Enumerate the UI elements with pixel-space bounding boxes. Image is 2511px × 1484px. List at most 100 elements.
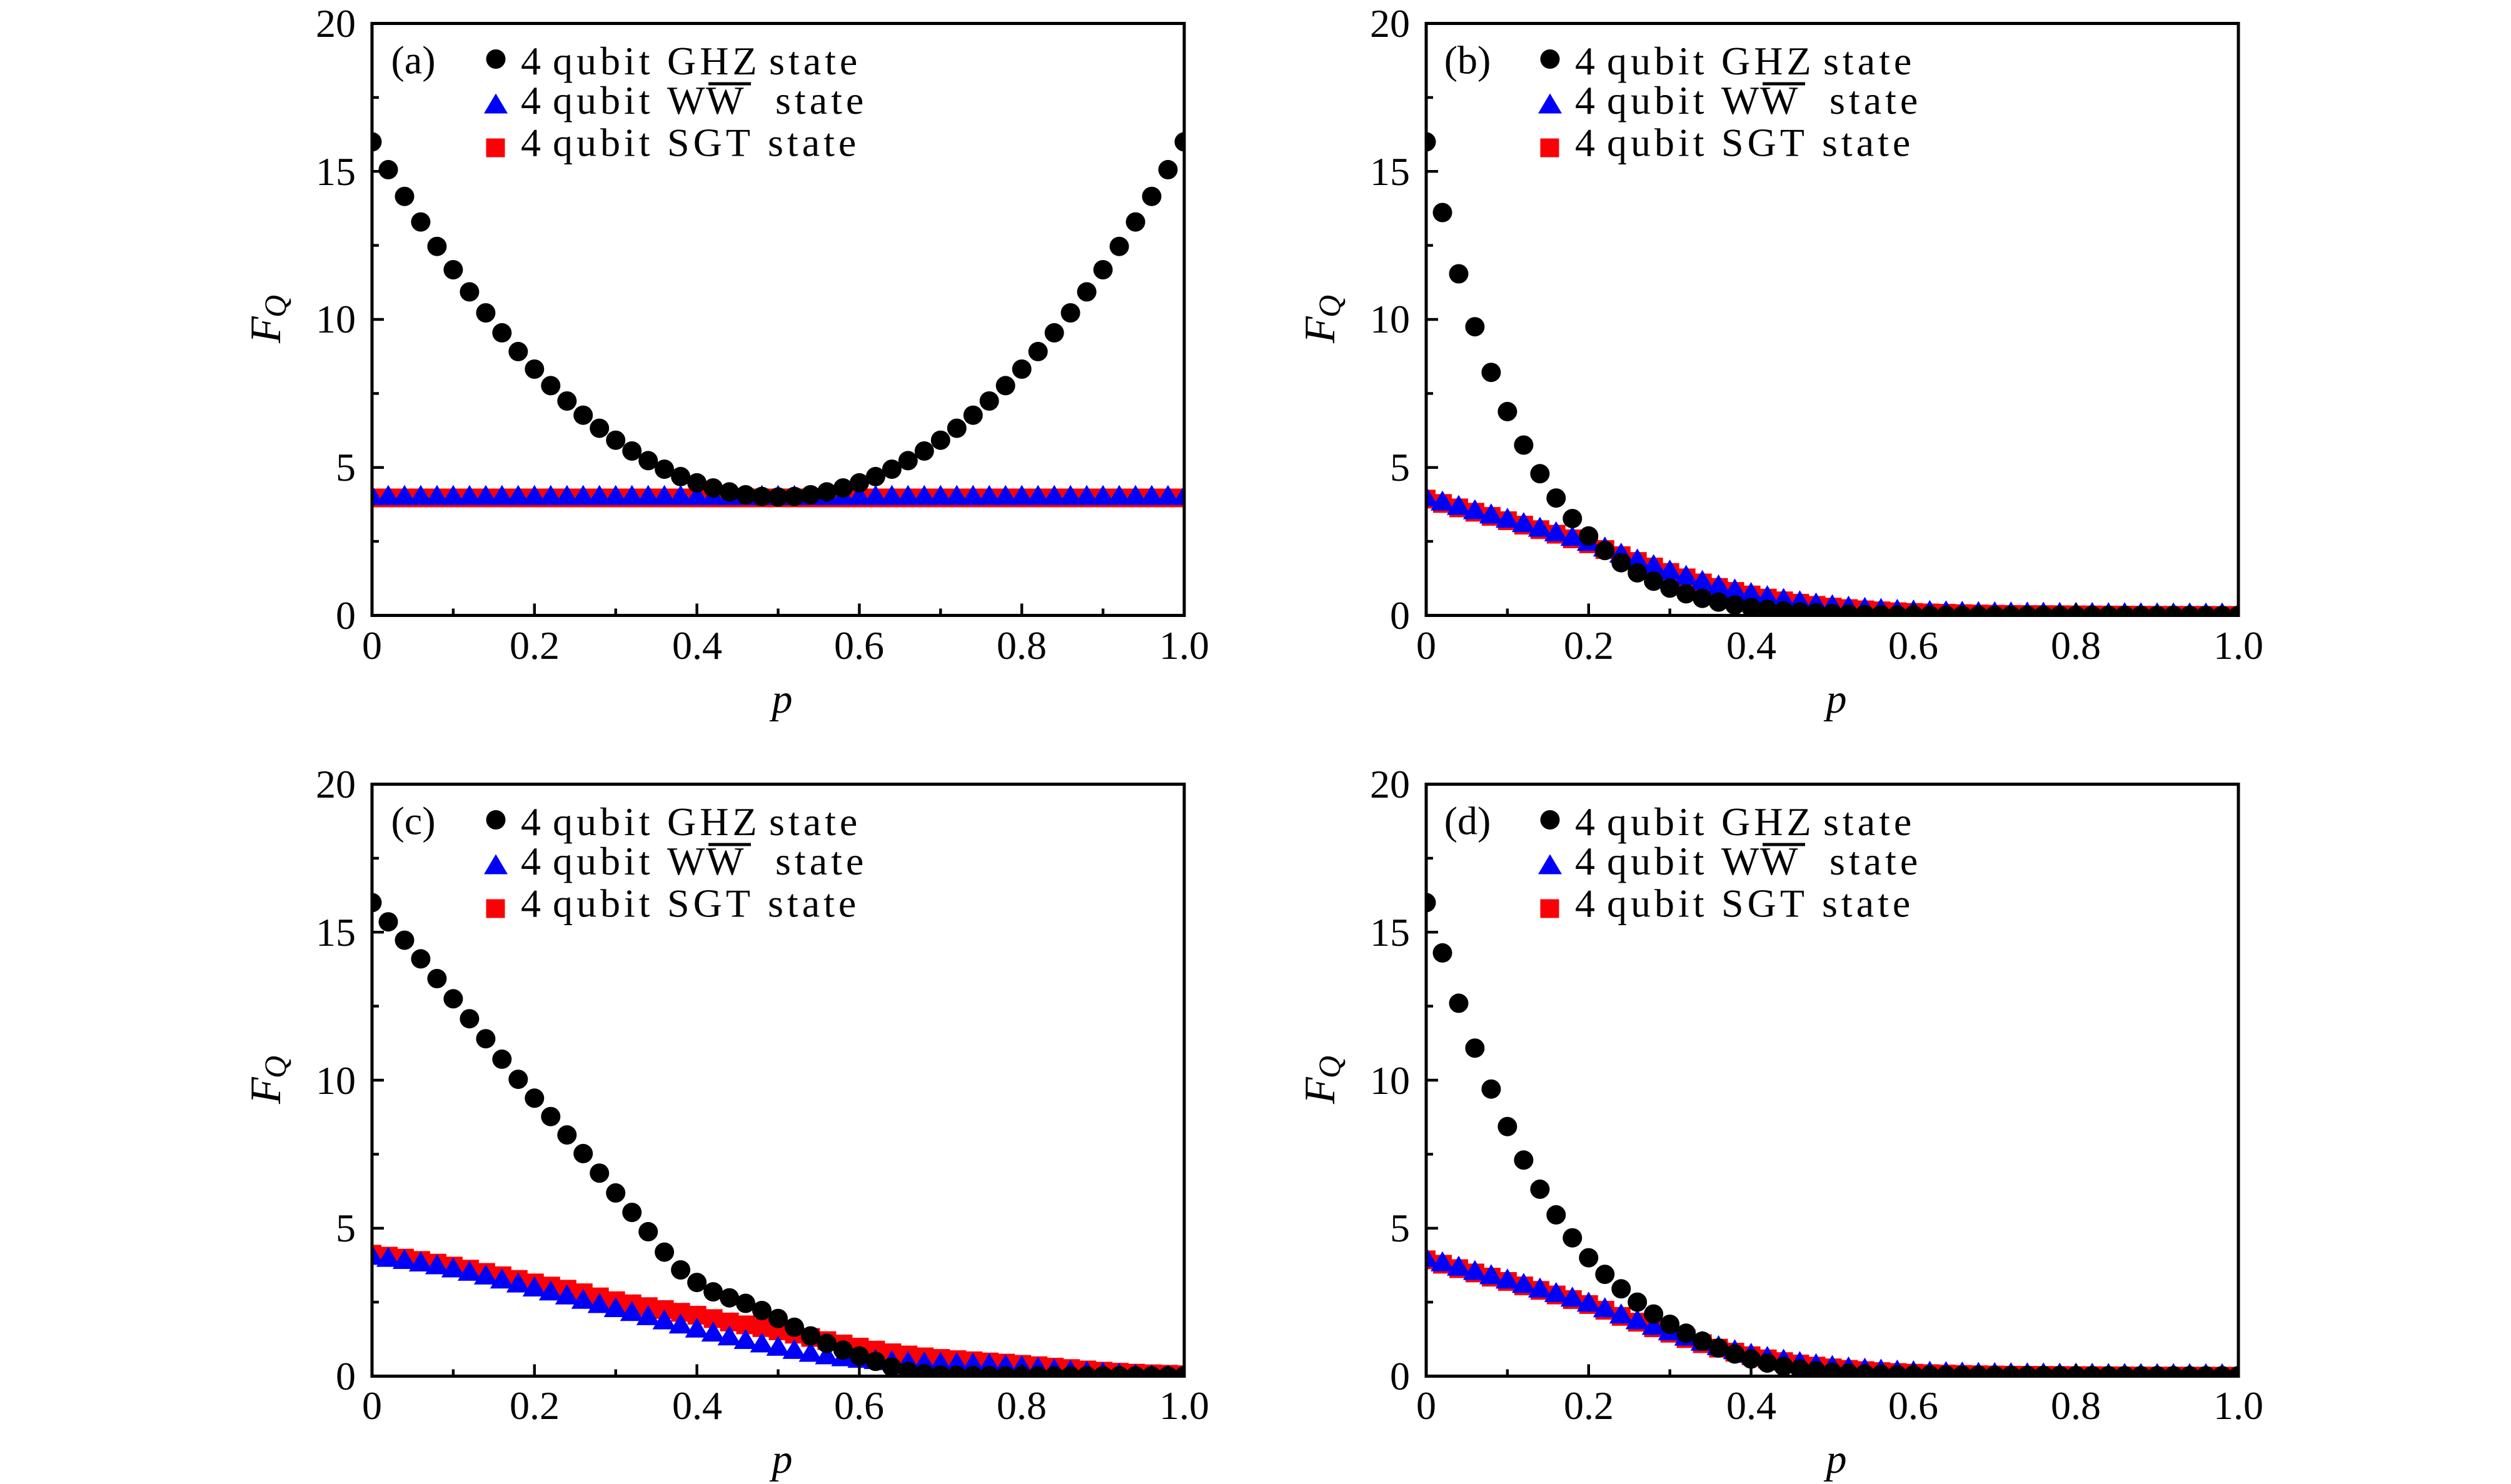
svg-text:0.8: 0.8	[2051, 623, 2101, 668]
svg-text:W: W	[1760, 78, 1801, 123]
svg-text:5: 5	[1390, 1206, 1410, 1250]
svg-text:Q: Q	[1312, 1056, 1347, 1078]
svg-text:GHZ: GHZ	[1721, 800, 1815, 844]
svg-text:4: 4	[521, 39, 545, 83]
svg-text:4: 4	[521, 121, 545, 165]
svg-text:W: W	[1721, 839, 1763, 883]
svg-text:state: state	[1822, 121, 1914, 165]
svg-text:10: 10	[316, 297, 356, 341]
svg-text:0: 0	[362, 1383, 382, 1428]
svg-text:0: 0	[336, 1354, 356, 1398]
svg-text:qubit: qubit	[553, 78, 654, 123]
svg-text:qubit: qubit	[1607, 78, 1708, 123]
svg-text:W: W	[667, 839, 708, 883]
svg-text:GHZ: GHZ	[667, 800, 761, 844]
svg-text:state: state	[775, 78, 867, 123]
svg-text:GHZ: GHZ	[667, 39, 761, 83]
svg-text:0: 0	[362, 623, 382, 668]
svg-text:state: state	[1823, 39, 1915, 83]
svg-text:4: 4	[1575, 121, 1599, 165]
svg-text:0.6: 0.6	[1888, 623, 1938, 668]
svg-text:(d): (d)	[1444, 799, 1491, 843]
svg-text:0: 0	[1416, 623, 1436, 668]
svg-text:15: 15	[1370, 910, 1410, 955]
svg-text:1.0: 1.0	[1159, 1383, 1209, 1428]
svg-text:4: 4	[521, 839, 545, 883]
svg-text:state: state	[1822, 881, 1914, 926]
svg-text:qubit: qubit	[1607, 39, 1708, 83]
svg-text:state: state	[1823, 800, 1915, 844]
svg-text:(c): (c)	[391, 799, 435, 843]
svg-text:1.0: 1.0	[2213, 623, 2263, 668]
svg-text:qubit: qubit	[553, 121, 654, 165]
svg-text:0.4: 0.4	[672, 623, 722, 668]
svg-text:Q: Q	[258, 295, 293, 318]
svg-text:W: W	[1721, 78, 1763, 123]
svg-text:qubit: qubit	[553, 839, 654, 883]
svg-text:0: 0	[1390, 593, 1410, 638]
svg-text:4: 4	[521, 78, 545, 123]
svg-text:state: state	[1829, 78, 1921, 123]
svg-text:qubit: qubit	[1607, 881, 1708, 926]
svg-text:4: 4	[521, 800, 545, 844]
svg-text:0.8: 0.8	[2051, 1383, 2101, 1428]
svg-text:15: 15	[1370, 149, 1410, 194]
svg-text:1.0: 1.0	[2213, 1383, 2263, 1428]
svg-text:SGT: SGT	[667, 121, 754, 165]
svg-text:state: state	[775, 839, 867, 883]
svg-text:p: p	[1824, 1436, 1847, 1482]
svg-text:10: 10	[1370, 297, 1410, 341]
svg-text:state: state	[768, 881, 860, 926]
svg-text:state: state	[1829, 839, 1921, 883]
svg-text:SGT: SGT	[1721, 121, 1808, 165]
svg-text:qubit: qubit	[1607, 839, 1708, 883]
svg-text:0.6: 0.6	[834, 1383, 884, 1428]
svg-text:20: 20	[316, 762, 356, 806]
svg-text:20: 20	[1370, 762, 1410, 806]
svg-text:F: F	[1296, 1076, 1344, 1105]
svg-text:0.6: 0.6	[834, 623, 884, 668]
svg-text:F: F	[242, 316, 290, 344]
svg-text:0.2: 0.2	[510, 623, 560, 668]
svg-text:10: 10	[1370, 1058, 1410, 1103]
svg-text:0.6: 0.6	[1888, 1383, 1938, 1428]
svg-text:GHZ: GHZ	[1721, 39, 1815, 83]
svg-text:W: W	[1760, 839, 1801, 883]
svg-text:state: state	[768, 121, 860, 165]
svg-text:4: 4	[1575, 800, 1599, 844]
svg-text:0.8: 0.8	[997, 623, 1047, 668]
svg-text:W: W	[706, 839, 747, 883]
svg-text:0.4: 0.4	[1726, 1383, 1776, 1428]
svg-text:0.8: 0.8	[997, 1383, 1047, 1428]
svg-text:0.4: 0.4	[1726, 623, 1776, 668]
svg-text:Q: Q	[258, 1056, 293, 1078]
svg-text:SGT: SGT	[667, 881, 754, 926]
svg-text:0: 0	[336, 593, 356, 638]
svg-text:4: 4	[521, 881, 545, 926]
svg-text:SGT: SGT	[1721, 881, 1808, 926]
svg-text:20: 20	[316, 1, 356, 46]
svg-text:Q: Q	[1312, 295, 1347, 318]
svg-text:10: 10	[316, 1058, 356, 1103]
svg-text:15: 15	[316, 910, 356, 955]
svg-text:p: p	[770, 1436, 793, 1482]
svg-text:qubit: qubit	[553, 881, 654, 926]
svg-text:W: W	[706, 78, 747, 123]
svg-text:0: 0	[1390, 1354, 1410, 1398]
svg-text:0: 0	[1416, 1383, 1436, 1428]
svg-text:p: p	[770, 676, 793, 722]
svg-text:4: 4	[1575, 39, 1599, 83]
svg-text:5: 5	[336, 1206, 356, 1250]
svg-text:5: 5	[336, 445, 356, 489]
svg-text:20: 20	[1370, 1, 1410, 46]
svg-text:4: 4	[1575, 839, 1599, 883]
svg-text:1.0: 1.0	[1159, 623, 1209, 668]
svg-text:0.2: 0.2	[1564, 1383, 1614, 1428]
svg-text:state: state	[769, 800, 861, 844]
svg-text:4: 4	[1575, 881, 1599, 926]
svg-text:4: 4	[1575, 78, 1599, 123]
svg-text:W: W	[667, 78, 708, 123]
svg-text:qubit: qubit	[1607, 800, 1708, 844]
svg-text:p: p	[1824, 676, 1847, 722]
svg-text:(a): (a)	[391, 38, 435, 83]
